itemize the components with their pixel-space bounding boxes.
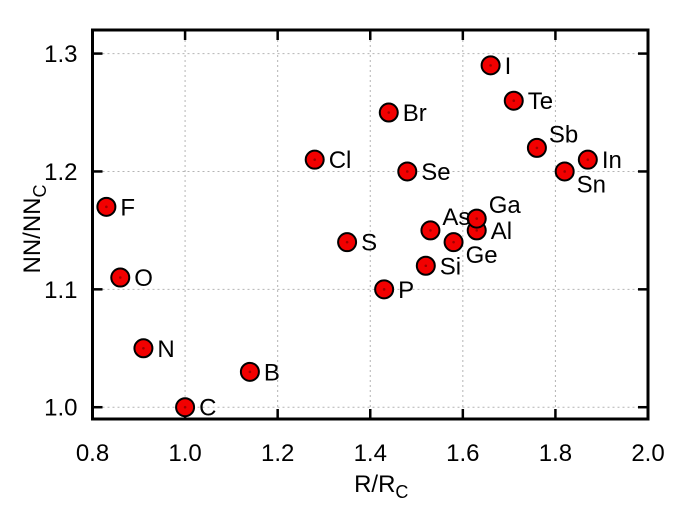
x-axis-label: R/RC — [354, 471, 408, 502]
point-label-In: In — [602, 147, 622, 174]
y-tick-label: 1.1 — [44, 277, 77, 304]
data-point-center-As — [429, 229, 432, 232]
x-tick-label: 1.6 — [446, 440, 479, 467]
data-point-center-Sb — [535, 146, 539, 150]
data-point-center-P — [382, 288, 386, 291]
point-label-Br: Br — [403, 100, 427, 127]
data-point-center-Se — [405, 170, 409, 173]
x-tick-label: 1.8 — [539, 440, 572, 467]
y-tick-label: 1.3 — [44, 41, 77, 68]
x-tick-label: 0.8 — [76, 440, 109, 467]
x-tick-label: 1.2 — [261, 440, 294, 467]
data-points — [96, 55, 598, 418]
data-point-center-Ge — [452, 240, 455, 244]
point-label-Ga: Ga — [489, 192, 522, 219]
data-point-center-In — [586, 158, 590, 161]
point-label-F: F — [120, 194, 135, 221]
data-point-center-C — [183, 405, 187, 409]
x-tick-labels: 0.8 1.0 1.2 1.4 1.6 1.8 2.0 — [76, 440, 665, 467]
point-label-Sn: Sn — [577, 171, 606, 198]
data-point-center-Al — [475, 229, 479, 232]
gridlines — [92, 30, 648, 419]
point-label-Al: Al — [491, 218, 512, 245]
data-point-center-O — [118, 276, 122, 279]
data-point-center-N — [142, 346, 145, 350]
data-point-center-Br — [387, 111, 391, 114]
data-point-center-I — [489, 64, 492, 67]
point-label-Sb: Sb — [549, 121, 578, 148]
point-label-I: I — [505, 53, 512, 80]
y-tick-label: 1.0 — [44, 395, 77, 422]
y-tick-label: 1.2 — [44, 159, 77, 186]
point-label-As: As — [442, 204, 470, 231]
data-point-center-Cl — [313, 158, 317, 161]
data-point-center-Si — [424, 264, 428, 268]
point-label-B: B — [264, 359, 280, 386]
y-tick-labels: 1.0 1.1 1.2 1.3 — [44, 41, 77, 422]
point-label-O: O — [134, 265, 153, 292]
point-label-S: S — [361, 230, 377, 257]
data-point-center-S — [345, 240, 349, 244]
point-label-Si: Si — [440, 253, 461, 280]
data-point-center-B — [248, 370, 252, 374]
point-label-Cl: Cl — [329, 147, 352, 174]
x-tick-label: 1.4 — [354, 440, 387, 467]
point-label-Te: Te — [528, 88, 553, 115]
data-point-center-F — [105, 205, 108, 209]
point-label-N: N — [157, 336, 174, 363]
point-label-Ge: Ge — [466, 242, 498, 269]
point-label-C: C — [199, 395, 216, 422]
x-tick-label: 1.0 — [168, 440, 201, 467]
y-axis-label-text: NN/NNC — [19, 185, 50, 274]
y-axis-label: NN/NNC — [19, 185, 50, 274]
x-tick-label: 2.0 — [631, 440, 664, 467]
point-label-P: P — [398, 277, 414, 304]
point-label-Se: Se — [421, 159, 450, 186]
tick-marks — [91, 30, 650, 419]
data-point-center-Ga — [475, 217, 479, 220]
data-point-center-Te — [512, 99, 516, 103]
data-point-center-Sn — [563, 170, 566, 173]
